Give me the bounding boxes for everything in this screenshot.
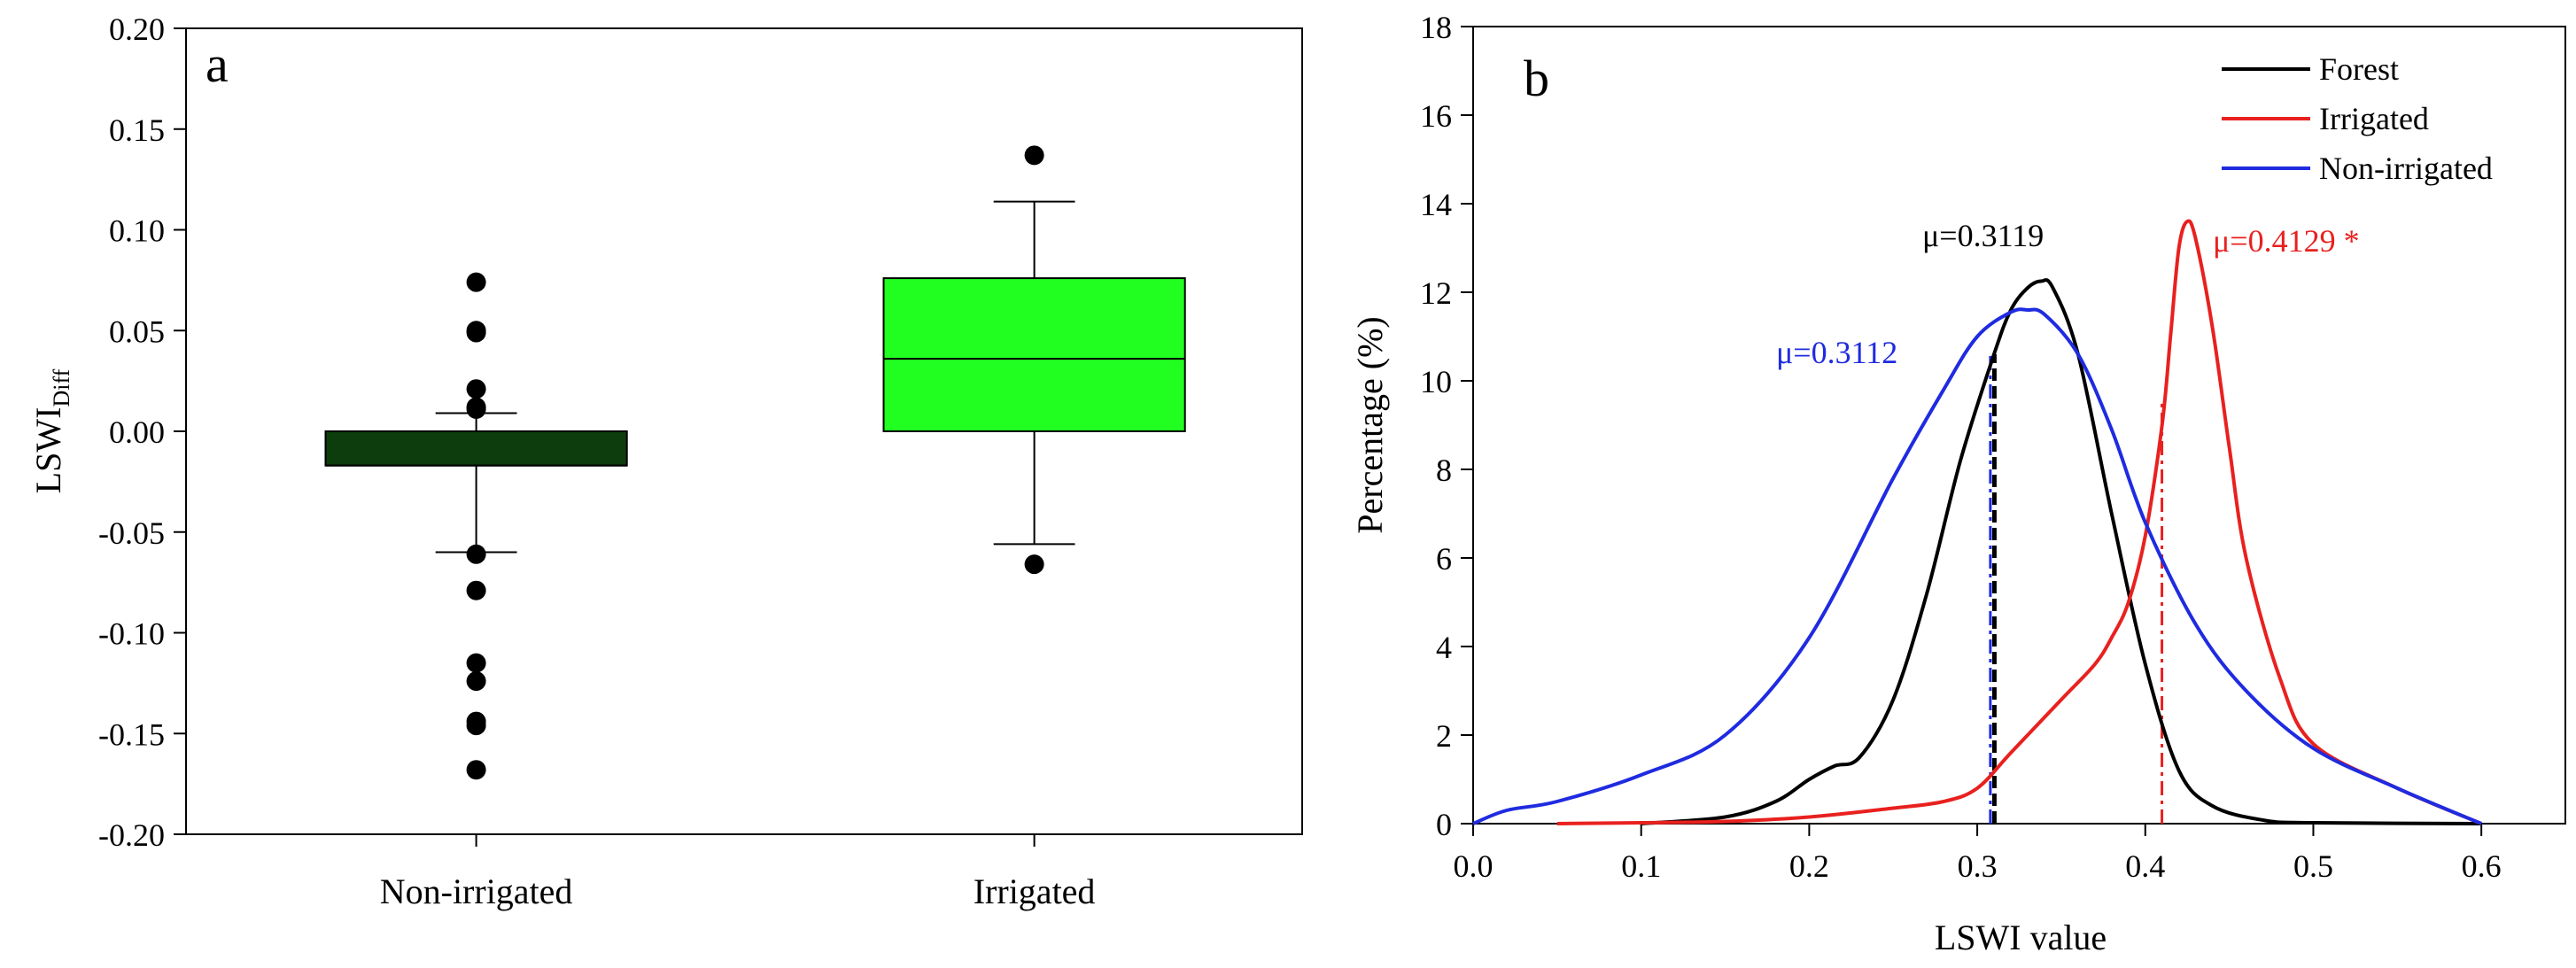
- outlier-point: [466, 653, 486, 673]
- panel-b-letter: b: [1524, 50, 1549, 107]
- x-tick-label: 0.5: [2293, 848, 2333, 884]
- outlier-point: [466, 379, 486, 399]
- x-tick-label: 0.2: [1789, 848, 1829, 884]
- panel-b-legend: Forest Irrigated Non-irrigated: [2222, 51, 2493, 186]
- panel-b-y-axis-label: Percentage (%): [1350, 316, 1390, 533]
- panel-b-mean-lines: [1989, 354, 2164, 824]
- y-tick-label: 0.20: [109, 12, 165, 47]
- y-tick-label: -0.15: [98, 716, 165, 752]
- panel-a-letter: a: [206, 35, 229, 93]
- annotation-irrigated-mean: μ=0.4129 *: [2213, 223, 2360, 259]
- series-line-non-irrigated: [1472, 307, 2482, 825]
- panel-a-y-axis: -0.20 -0.15 -0.10 -0.05 0.00 0.05 0.10 0.15 0.20: [98, 12, 186, 853]
- outlier-point: [466, 399, 486, 419]
- y-tick-label: 12: [1420, 275, 1452, 311]
- y-tick-label: -0.10: [98, 616, 165, 652]
- outlier-point: [466, 322, 486, 343]
- y-tick-label: 6: [1436, 541, 1452, 577]
- x-tick-label: 0.0: [1454, 848, 1494, 884]
- x-tick-label: Irrigated: [974, 871, 1096, 911]
- y-tick-label: 10: [1420, 364, 1452, 399]
- outlier-point: [466, 671, 486, 692]
- x-tick-label: 0.6: [2462, 848, 2502, 884]
- annotation-forest-mean: μ=0.3119: [1922, 218, 2044, 253]
- outlier-point: [466, 272, 486, 292]
- panel-b-plot-frame: [1472, 26, 2566, 825]
- series-line-irrigated: [1556, 219, 2482, 825]
- y-tick-label: 14: [1420, 187, 1452, 222]
- x-tick-label: 0.3: [1958, 848, 1998, 884]
- outlier-point: [466, 716, 486, 736]
- panel-a-boxes: [324, 145, 1186, 780]
- panel-a-y-label-main: LSWI: [28, 407, 68, 494]
- panel-b-lines: [1472, 219, 2482, 825]
- y-tick-label: 16: [1420, 98, 1452, 134]
- legend-label-forest: Forest: [2319, 51, 2399, 87]
- y-tick-label: 0: [1436, 807, 1452, 842]
- outlier-point: [1024, 554, 1044, 575]
- y-tick-label: 0.15: [109, 112, 165, 148]
- legend-label-irrigated: Irrigated: [2319, 101, 2429, 136]
- box-irrigated: [882, 145, 1186, 575]
- outlier-point: [466, 544, 486, 564]
- panel-b-x-axis-label: LSWI value: [1935, 918, 2107, 957]
- x-tick-label: Non-irrigated: [380, 871, 573, 911]
- y-tick-label: 18: [1420, 10, 1452, 45]
- y-tick-label: 4: [1436, 630, 1452, 665]
- outlier-point: [466, 760, 486, 780]
- panel-a-y-label-sub: Diff: [49, 368, 74, 407]
- panel-b-x-axis: 0.0 0.1 0.2 0.3 0.4 0.5 0.6: [1454, 824, 2502, 884]
- x-tick-label: 0.4: [2125, 848, 2165, 884]
- y-tick-label: 0.05: [109, 314, 165, 349]
- outlier-point: [1024, 145, 1044, 166]
- box-iqr: [882, 277, 1186, 432]
- y-tick-label: 0.00: [109, 414, 165, 450]
- x-tick-label: 0.1: [1621, 848, 1661, 884]
- panel-a: -0.20 -0.15 -0.10 -0.05 0.00 0.05 0.10 0.15 0.20…: [28, 12, 1303, 911]
- y-tick-label: -0.05: [98, 515, 165, 551]
- outlier-point: [466, 580, 486, 600]
- box-non-irrigated: [324, 272, 628, 780]
- panel-a-x-axis: Non-irrigated Irrigated: [380, 834, 1096, 911]
- box-iqr: [324, 430, 628, 467]
- annotation-nonirrigated-mean: μ=0.3112: [1776, 335, 1897, 370]
- y-tick-label: 8: [1436, 453, 1452, 488]
- panel-b-y-axis: 0 2 4 6 8 10 12 14 16 18: [1420, 10, 1473, 842]
- y-tick-label: 0.10: [109, 213, 165, 249]
- y-tick-label: -0.20: [98, 817, 165, 853]
- y-tick-label: 2: [1436, 718, 1452, 754]
- panel-a-y-axis-label: LSWIDiff: [28, 368, 74, 493]
- legend-label-non-irrigated: Non-irrigated: [2319, 151, 2493, 186]
- series-line-forest: [1641, 278, 2482, 825]
